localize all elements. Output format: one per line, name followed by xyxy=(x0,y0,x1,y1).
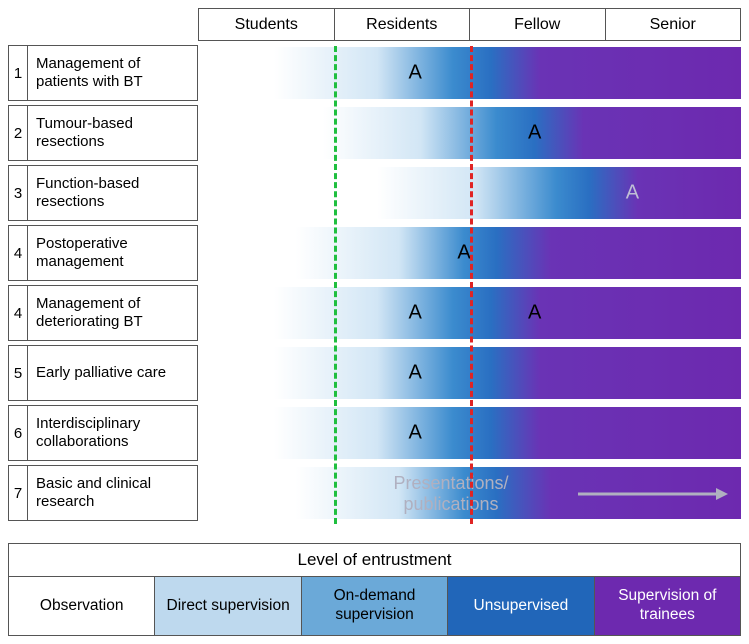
table-row: 3Function-based resections A xyxy=(8,165,741,221)
legend-cell: Supervision of trainees xyxy=(595,577,740,635)
rows-wrap: 1Management of patients with BTA2Tumour-… xyxy=(8,45,741,521)
competency-chart: Students Residents Fellow Senior 1Manage… xyxy=(8,8,741,521)
table-row: 6Interdisciplinary collaborations A xyxy=(8,405,741,461)
row-label: Postoperative management xyxy=(28,225,198,281)
row-label: Function-based resections xyxy=(28,165,198,221)
header-cols: Students Residents Fellow Senior xyxy=(198,8,741,41)
marker-a: A xyxy=(528,302,541,325)
row-label: Management of deteriorating BT xyxy=(28,285,198,341)
row-number: 4 xyxy=(8,285,28,341)
row-label: Early palliative care xyxy=(28,345,198,401)
col-senior: Senior xyxy=(606,9,741,40)
row-label: Basic and clinical research xyxy=(28,465,198,521)
presentations-text: Presentations/publications xyxy=(393,473,508,514)
row-label: Interdisciplinary collaborations xyxy=(28,405,198,461)
row-number: 6 xyxy=(8,405,28,461)
row-number: 1 xyxy=(8,45,28,101)
dashed-line-green xyxy=(334,46,337,524)
table-row: 4Management of deteriorating BT A A xyxy=(8,285,741,341)
marker-a: A xyxy=(409,362,422,385)
row-label: Tumour-based resections xyxy=(28,105,198,161)
col-residents: Residents xyxy=(335,9,471,40)
row-number: 2 xyxy=(8,105,28,161)
table-row: 5Early palliative care A xyxy=(8,345,741,401)
row-number: 5 xyxy=(8,345,28,401)
header-row: Students Residents Fellow Senior xyxy=(8,8,741,41)
marker-a: A xyxy=(409,62,422,85)
table-row: 2Tumour-based resections A xyxy=(8,105,741,161)
table-row: 4Postoperative managementA xyxy=(8,225,741,281)
legend-title: Level of entrustment xyxy=(9,544,740,577)
row-number: 4 xyxy=(8,225,28,281)
marker-a: A xyxy=(626,182,639,205)
row-number: 7 xyxy=(8,465,28,521)
row-number: 3 xyxy=(8,165,28,221)
row-label: Management of patients with BT xyxy=(28,45,198,101)
legend-row: ObservationDirect supervisionOn-demand s… xyxy=(9,577,740,635)
marker-a: A xyxy=(409,422,422,445)
legend-cell: Observation xyxy=(9,577,155,635)
marker-a: A xyxy=(409,302,422,325)
legend-cell: Direct supervision xyxy=(155,577,301,635)
legend: Level of entrustment ObservationDirect s… xyxy=(8,543,741,636)
arrow-icon xyxy=(578,484,728,504)
col-students: Students xyxy=(199,9,335,40)
col-fellow: Fellow xyxy=(470,9,606,40)
legend-cell: Unsupervised xyxy=(448,577,594,635)
table-row: 1Management of patients with BT A xyxy=(8,45,741,101)
legend-cell: On-demand supervision xyxy=(302,577,448,635)
marker-a: A xyxy=(528,122,541,145)
dashed-line-red xyxy=(470,46,473,524)
